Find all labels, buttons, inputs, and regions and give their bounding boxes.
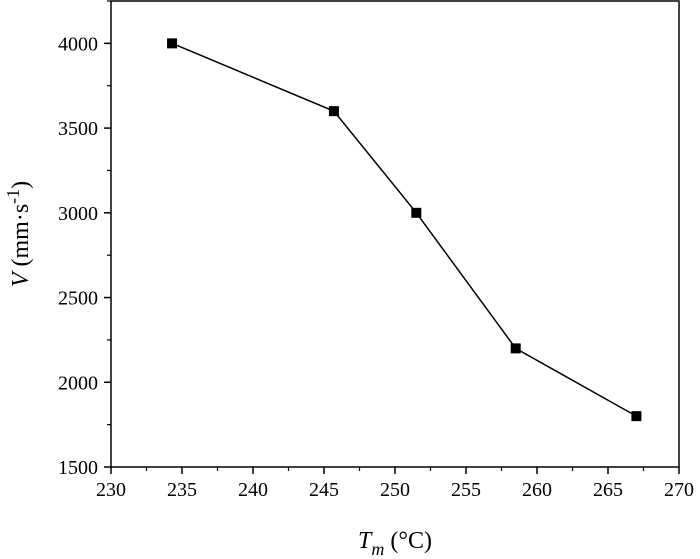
y-axis-title: V (mm·s-1) bbox=[3, 181, 34, 287]
x-tick-label: 240 bbox=[238, 479, 268, 501]
x-tick-label: 265 bbox=[593, 479, 623, 501]
plot-area-frame bbox=[110, 0, 680, 468]
data-point-marker bbox=[411, 207, 422, 218]
y-axis-title-close: ) bbox=[8, 181, 34, 189]
x-axis-title: Tm (°C) bbox=[358, 528, 432, 559]
x-tick-label: 255 bbox=[451, 479, 481, 501]
x-tick-label: 270 bbox=[664, 479, 694, 501]
x-tick-label: 260 bbox=[522, 479, 552, 501]
x-tick-label: 230 bbox=[96, 479, 126, 501]
data-series bbox=[167, 38, 642, 422]
y-tick-label: 3500 bbox=[58, 118, 98, 140]
x-tick-label: 250 bbox=[380, 479, 410, 501]
y-axis-title-symbol: V bbox=[8, 270, 34, 287]
y-axis: 1500 2000 2500 3000 3500 4000 bbox=[58, 0, 111, 479]
series-line bbox=[171, 42, 637, 417]
data-point-marker bbox=[167, 38, 178, 49]
x-tick-label: 235 bbox=[167, 479, 197, 501]
x-axis-title-unit: (°C) bbox=[390, 528, 432, 554]
data-point-marker bbox=[510, 343, 521, 354]
y-tick-label: 2000 bbox=[58, 372, 98, 394]
x-axis: 230 235 240 245 250 255 260 265 270 bbox=[96, 467, 694, 501]
x-axis-title-symbol: T bbox=[358, 528, 373, 554]
x-tick-label: 245 bbox=[309, 479, 339, 501]
data-point-marker bbox=[631, 411, 642, 422]
y-tick-label: 4000 bbox=[58, 33, 98, 55]
data-point-marker bbox=[328, 106, 339, 117]
y-tick-label: 1500 bbox=[58, 457, 98, 479]
y-tick-label: 2500 bbox=[58, 288, 98, 310]
x-axis-title-subscript: m bbox=[371, 539, 384, 559]
y-axis-title-superscript: -1 bbox=[3, 189, 23, 204]
y-tick-label: 3000 bbox=[58, 203, 98, 225]
y-axis-title-unit: (mm·s bbox=[8, 204, 34, 267]
